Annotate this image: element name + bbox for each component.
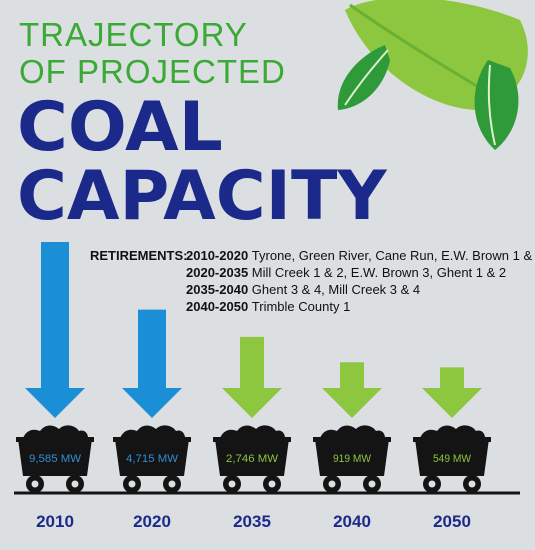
coal-cart-icon bbox=[415, 439, 489, 476]
coal-cart-icon bbox=[315, 439, 389, 476]
x-tick-label: 2010 bbox=[36, 512, 74, 531]
title-coal: COAL bbox=[17, 88, 223, 167]
down-arrow-bar bbox=[222, 336, 282, 418]
retirement-row: 2035-2040 Ghent 3 & 4, Mill Creek 3 & 4 bbox=[90, 281, 530, 298]
coal-cart-icon bbox=[18, 439, 92, 476]
cart-rim bbox=[213, 437, 291, 442]
cart-rim bbox=[413, 437, 491, 442]
x-tick-label: 2035 bbox=[233, 512, 271, 531]
x-tick-label: 2050 bbox=[433, 512, 471, 531]
leaf-icon bbox=[474, 60, 519, 150]
retirements-label: RETIREMENTS: bbox=[90, 248, 188, 263]
cart-wheel-hub bbox=[128, 480, 136, 488]
cart-wheel-hub bbox=[268, 480, 276, 488]
retirement-entry: 2020-2035 Mill Creek 1 & 2, E.W. Brown 3… bbox=[186, 265, 507, 280]
title-line-1: TRAJECTORY bbox=[19, 16, 248, 53]
cart-wheel-hub bbox=[328, 480, 336, 488]
coal-capacity-chart: 9,585 MW 2010 4,715 MW 2020 2,746 MW 2035 919 … bbox=[16, 242, 491, 531]
down-arrow-bar bbox=[25, 242, 85, 418]
down-arrow-bar bbox=[422, 367, 482, 418]
cart-wheel-hub bbox=[71, 480, 79, 488]
data-label: 9,585 MW bbox=[29, 453, 82, 465]
title-capacity: CAPACITY bbox=[17, 157, 387, 236]
retirement-row: 2040-2050 Trimble County 1 bbox=[90, 298, 530, 315]
retirements-list: RETIREMENTS: 2010-2020 Tyrone, Green Riv… bbox=[90, 247, 535, 315]
data-label: 2,746 MW bbox=[226, 453, 279, 465]
cart-wheel-hub bbox=[228, 480, 236, 488]
cart-rim bbox=[113, 437, 191, 442]
cart-wheel-hub bbox=[31, 480, 39, 488]
retirement-entry: 2010-2020 Tyrone, Green River, Cane Run,… bbox=[186, 248, 535, 263]
cart-rim bbox=[16, 437, 94, 442]
cart-wheel-hub bbox=[368, 480, 376, 488]
retirement-row: 2020-2035 Mill Creek 1 & 2, E.W. Brown 3… bbox=[90, 264, 530, 281]
retirement-entry: 2035-2040 Ghent 3 & 4, Mill Creek 3 & 4 bbox=[186, 282, 421, 297]
data-label: 4,715 MW bbox=[126, 453, 179, 465]
cart-wheel-hub bbox=[168, 480, 176, 488]
title-line-2: OF PROJECTED bbox=[19, 53, 286, 90]
data-label: 919 MW bbox=[333, 453, 372, 465]
cart-wheel-hub bbox=[428, 480, 436, 488]
coal-cart-icon bbox=[115, 439, 189, 476]
data-label: 549 MW bbox=[433, 453, 472, 465]
leaves-decoration bbox=[337, 0, 528, 150]
retirement-row: RETIREMENTS: 2010-2020 Tyrone, Green Riv… bbox=[90, 247, 535, 264]
x-tick-label: 2040 bbox=[333, 512, 371, 531]
cart-rim bbox=[313, 437, 391, 442]
leaf-icon bbox=[344, 49, 389, 106]
leaf-icon bbox=[487, 64, 496, 146]
x-tick-label: 2020 bbox=[133, 512, 171, 531]
coal-cart-icon bbox=[215, 439, 289, 476]
down-arrow-bar bbox=[322, 362, 382, 418]
down-arrow-bar bbox=[122, 309, 182, 418]
cart-wheel-hub bbox=[468, 480, 476, 488]
retirement-entry: 2040-2050 Trimble County 1 bbox=[186, 299, 351, 314]
